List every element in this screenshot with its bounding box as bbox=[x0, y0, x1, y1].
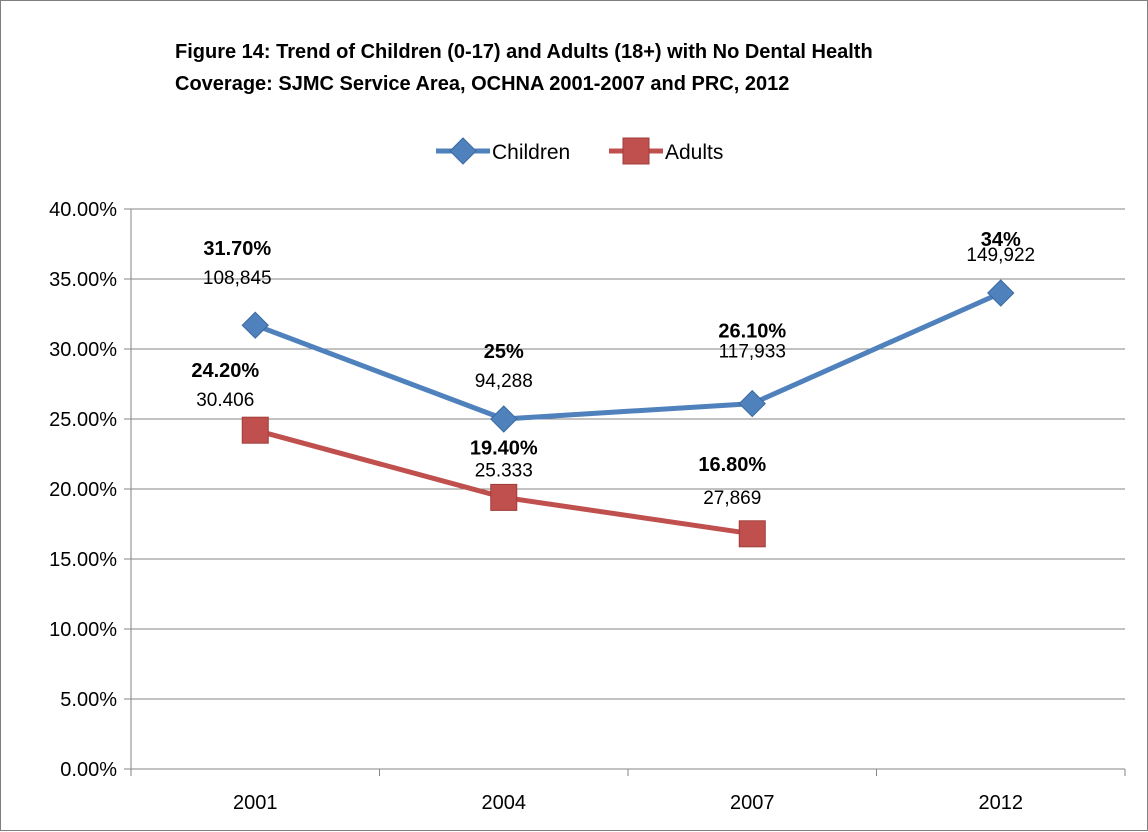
data-label-percent: 19.40% bbox=[470, 437, 538, 459]
x-tick-label: 2004 bbox=[482, 792, 527, 814]
legend-label: Children bbox=[492, 141, 570, 164]
data-point bbox=[739, 391, 765, 417]
y-tick-label: 5.00% bbox=[60, 689, 117, 711]
data-label-count: 149,922 bbox=[966, 245, 1035, 266]
legend-item-children: Children bbox=[436, 138, 570, 164]
y-tick-label: 0.00% bbox=[60, 759, 117, 781]
legend-item-adults: Adults bbox=[609, 138, 723, 164]
legend-marker bbox=[450, 138, 476, 164]
y-tick-label: 25.00% bbox=[49, 409, 117, 431]
y-tick-label: 15.00% bbox=[49, 549, 117, 571]
y-tick-label: 10.00% bbox=[49, 619, 117, 641]
y-tick-label: 35.00% bbox=[49, 269, 117, 291]
data-label-percent: 24.20% bbox=[191, 360, 259, 382]
data-label-percent: 26.10% bbox=[718, 321, 786, 343]
chart-title-line-1: Figure 14: Trend of Children (0-17) and … bbox=[175, 41, 873, 63]
chart-title-line-2: Coverage: SJMC Service Area, OCHNA 2001-… bbox=[175, 73, 789, 95]
y-tick-label: 30.00% bbox=[49, 339, 117, 361]
data-label-count: 94,288 bbox=[475, 371, 533, 392]
data-label-count: 108,845 bbox=[203, 268, 272, 289]
y-tick-label: 40.00% bbox=[49, 199, 117, 221]
y-axis-tick-labels: 0.00% 5.00% 10.00% 15.00% 20.00% 25.00% 30.00%… bbox=[49, 199, 117, 781]
y-tick-label: 20.00% bbox=[49, 479, 117, 501]
data-label-percent: 31.70% bbox=[203, 238, 271, 260]
data-label-count: 117,933 bbox=[719, 342, 786, 363]
data-label-count: 27,869 bbox=[703, 488, 761, 509]
data-labels: 31.70%108,84525%94,28826.10%117,93334%14… bbox=[191, 229, 1035, 509]
series-layer bbox=[242, 280, 1014, 547]
data-point bbox=[491, 484, 517, 510]
series-children bbox=[242, 280, 1014, 432]
data-label-count: 30.406 bbox=[196, 390, 254, 411]
legend: Children Adults bbox=[436, 138, 723, 164]
data-label-percent: 25% bbox=[484, 341, 524, 363]
data-point bbox=[988, 280, 1014, 306]
data-point bbox=[491, 406, 517, 432]
x-tick-label: 2001 bbox=[233, 792, 278, 814]
series-line bbox=[255, 293, 1001, 419]
x-axis-tick-labels: 2001 2004 2007 2012 bbox=[233, 792, 1023, 814]
x-tick-label: 2012 bbox=[979, 792, 1024, 814]
axes bbox=[131, 209, 1125, 776]
data-point bbox=[242, 417, 268, 443]
data-label-percent: 16.80% bbox=[698, 454, 766, 476]
legend-marker bbox=[623, 138, 649, 164]
gridlines bbox=[124, 209, 1125, 769]
data-label-count: 25.333 bbox=[475, 460, 533, 481]
legend-label: Adults bbox=[665, 141, 723, 164]
data-point bbox=[242, 312, 268, 338]
x-tick-label: 2007 bbox=[730, 792, 775, 814]
data-point bbox=[739, 521, 765, 547]
